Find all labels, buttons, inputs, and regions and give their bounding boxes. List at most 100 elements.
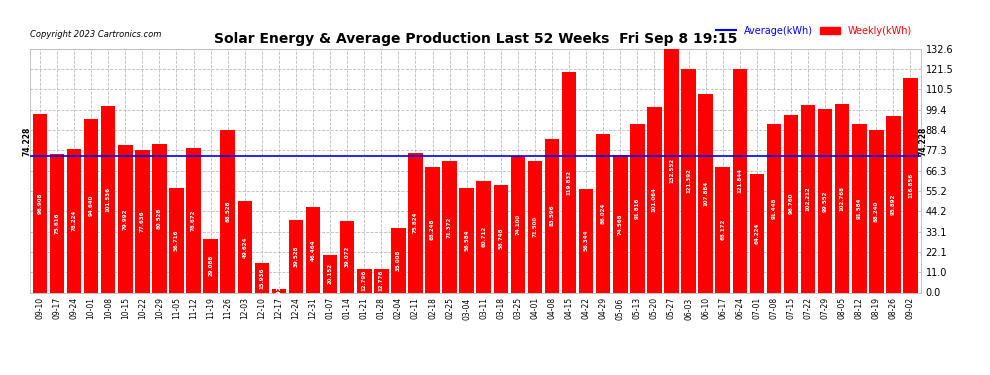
Bar (630, 124, 644, 292)
Text: Copyright 2023 Cartronics.com: Copyright 2023 Cartronics.com (30, 30, 161, 39)
Bar (203, 239, 218, 292)
Bar (698, 94, 713, 292)
Bar (306, 207, 321, 292)
Text: 91.584: 91.584 (856, 198, 861, 219)
Bar (544, 139, 559, 292)
Bar (835, 104, 849, 292)
Bar (579, 189, 593, 292)
Text: 107.884: 107.884 (703, 181, 708, 206)
Text: 74.568: 74.568 (618, 213, 623, 235)
Bar (169, 188, 184, 292)
Text: 79.992: 79.992 (123, 208, 128, 230)
Legend: Average(kWh), Weekly(kWh): Average(kWh), Weekly(kWh) (713, 22, 916, 40)
Text: 101.536: 101.536 (106, 187, 111, 211)
Bar (50, 153, 64, 292)
Bar (903, 78, 918, 292)
Bar (374, 269, 388, 292)
Bar (357, 269, 371, 292)
Text: 71.500: 71.500 (533, 216, 538, 237)
Bar (647, 107, 661, 292)
Text: 78.224: 78.224 (71, 210, 76, 231)
Bar (254, 263, 269, 292)
Text: 101.064: 101.064 (652, 187, 657, 212)
Text: 102.768: 102.768 (840, 186, 844, 210)
Text: 80.528: 80.528 (157, 208, 162, 229)
Bar (596, 134, 611, 292)
Text: 75.824: 75.824 (413, 212, 418, 234)
Bar (561, 72, 576, 292)
Bar (459, 189, 474, 292)
Bar (784, 115, 798, 292)
Bar (391, 228, 406, 292)
Text: 88.528: 88.528 (225, 201, 231, 222)
Bar (66, 149, 81, 292)
Text: 71.372: 71.372 (447, 216, 452, 237)
Bar (494, 184, 508, 292)
Text: 121.392: 121.392 (686, 168, 691, 194)
Bar (84, 118, 98, 292)
Text: 49.624: 49.624 (243, 236, 248, 258)
Text: 58.748: 58.748 (498, 228, 503, 249)
Bar (869, 130, 884, 292)
Bar (852, 124, 866, 292)
Text: 29.088: 29.088 (208, 255, 213, 276)
Text: 83.596: 83.596 (549, 205, 554, 226)
Bar (801, 105, 816, 292)
Bar (613, 155, 628, 292)
Text: 132.552: 132.552 (669, 158, 674, 183)
Text: 68.172: 68.172 (720, 219, 726, 240)
Text: 75.616: 75.616 (54, 212, 59, 234)
Text: 91.448: 91.448 (771, 198, 776, 219)
Bar (716, 167, 730, 292)
Text: 78.672: 78.672 (191, 210, 196, 231)
Text: 74.100: 74.100 (516, 214, 521, 235)
Text: 46.464: 46.464 (311, 239, 316, 261)
Text: 116.856: 116.856 (908, 172, 913, 198)
Text: 102.212: 102.212 (806, 186, 811, 211)
Text: 96.760: 96.760 (788, 193, 793, 214)
Text: 1.928: 1.928 (276, 282, 281, 299)
Text: 91.816: 91.816 (635, 198, 640, 219)
Bar (118, 146, 133, 292)
Bar (818, 110, 833, 292)
Bar (152, 144, 166, 292)
Bar (340, 220, 354, 292)
Bar (33, 114, 48, 292)
Text: 60.712: 60.712 (481, 226, 486, 247)
Bar (886, 116, 901, 292)
Text: 77.636: 77.636 (140, 210, 145, 232)
Bar (289, 220, 303, 292)
Bar (238, 201, 252, 292)
Text: 12.796: 12.796 (361, 270, 366, 291)
Text: 119.832: 119.832 (566, 170, 571, 195)
Text: 95.892: 95.892 (891, 194, 896, 215)
Bar (749, 174, 764, 292)
Text: 86.024: 86.024 (601, 203, 606, 224)
Text: 39.528: 39.528 (293, 246, 298, 267)
Text: 96.908: 96.908 (38, 193, 43, 214)
Title: Solar Energy & Average Production Last 52 Weeks  Fri Sep 8 19:15: Solar Energy & Average Production Last 5… (214, 32, 737, 46)
Text: 68.248: 68.248 (430, 219, 435, 240)
Text: 39.072: 39.072 (345, 246, 349, 267)
Bar (766, 124, 781, 292)
Bar (221, 130, 235, 292)
Text: 121.844: 121.844 (738, 168, 742, 193)
Text: 15.936: 15.936 (259, 267, 264, 288)
Bar (271, 289, 286, 292)
Text: 74.228: 74.228 (919, 127, 928, 156)
Bar (681, 69, 696, 292)
Bar (528, 161, 543, 292)
Bar (323, 255, 338, 292)
Text: 88.240: 88.240 (874, 201, 879, 222)
Bar (135, 150, 149, 292)
Bar (733, 69, 747, 292)
Text: 20.152: 20.152 (328, 264, 333, 285)
Bar (664, 49, 679, 292)
Bar (101, 106, 116, 292)
Bar (476, 181, 491, 292)
Bar (443, 161, 456, 292)
Bar (511, 156, 525, 292)
Text: 56.584: 56.584 (464, 230, 469, 251)
Text: 56.716: 56.716 (174, 230, 179, 251)
Text: 56.344: 56.344 (584, 230, 589, 252)
